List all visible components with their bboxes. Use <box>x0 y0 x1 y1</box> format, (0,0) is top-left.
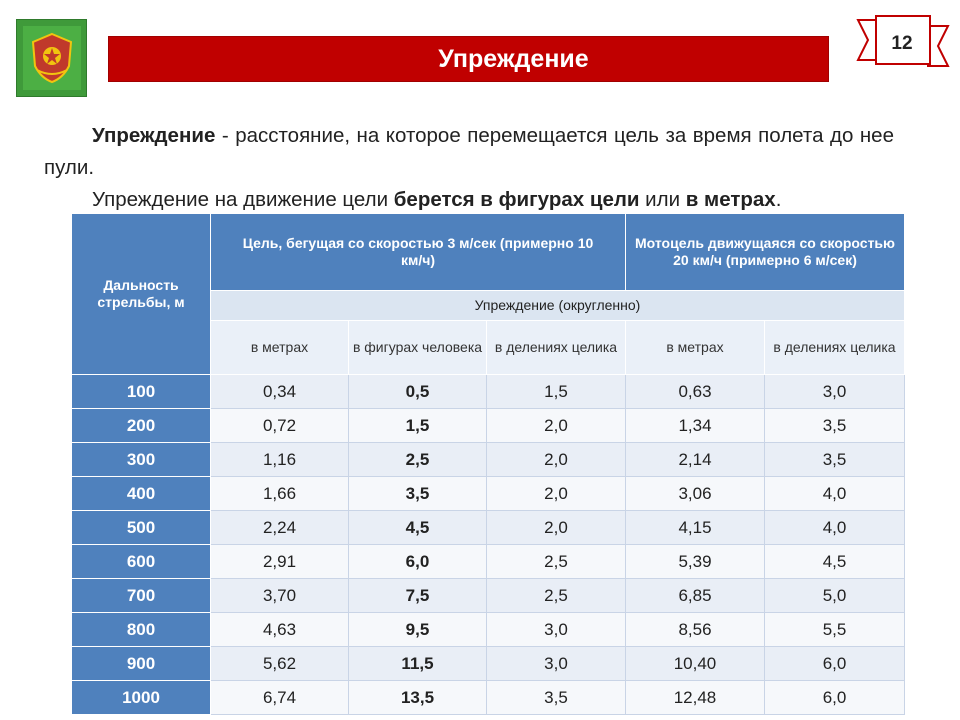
value-cell: 2,0 <box>486 476 626 511</box>
value-cell: 5,5 <box>763 612 906 647</box>
value-cell: 1,5 <box>486 374 626 409</box>
value-cell: 1,66 <box>210 476 349 511</box>
header-distance: Дальность стрельбы, м <box>71 213 211 375</box>
distance-cell: 200 <box>71 408 211 443</box>
value-cell: 4,0 <box>763 476 906 511</box>
value-cell: 3,0 <box>486 646 626 681</box>
slide-title: Упреждение <box>438 44 589 73</box>
value-cell: 1,16 <box>210 442 349 477</box>
value-cell: 3,0 <box>763 374 906 409</box>
figures-cell: 11,5 <box>348 646 487 681</box>
value-cell: 6,0 <box>763 680 906 715</box>
value-cell: 3,5 <box>486 680 626 715</box>
table-row: 200 0,72 1,5 2,0 1,34 3,5 <box>71 408 906 443</box>
distance-cell: 700 <box>71 578 211 613</box>
value-cell: 0,63 <box>625 374 765 409</box>
lead-text-mid: или <box>639 188 686 211</box>
table-row: 300 1,16 2,5 2,0 2,14 3,5 <box>71 442 906 477</box>
distance-cell: 100 <box>71 374 211 409</box>
figures-cell: 1,5 <box>348 408 487 443</box>
table-row: 500 2,24 4,5 2,0 4,15 4,0 <box>71 510 906 545</box>
distance-cell: 600 <box>71 544 211 579</box>
value-cell: 5,62 <box>210 646 349 681</box>
figures-cell: 4,5 <box>348 510 487 545</box>
distance-cell: 900 <box>71 646 211 681</box>
figures-cell: 9,5 <box>348 612 487 647</box>
value-cell: 5,39 <box>625 544 765 579</box>
header-moto-target: Мотоцель движущаяся со скоростью 20 км/ч… <box>624 213 906 291</box>
figures-cell: 6,0 <box>348 544 487 579</box>
value-cell: 6,74 <box>210 680 349 715</box>
value-cell: 4,0 <box>763 510 906 545</box>
table-row: 400 1,66 3,5 2,0 3,06 4,0 <box>71 476 906 511</box>
lead-method-paragraph: Упреждение на движение цели берется в фи… <box>44 184 894 216</box>
lead-text-start: Упреждение на движение цели <box>92 188 394 211</box>
figures-cell: 7,5 <box>348 578 487 613</box>
definition-paragraph: Упреждение - расстояние, на которое пере… <box>44 120 894 184</box>
value-cell: 0,72 <box>210 408 349 443</box>
figures-cell: 2,5 <box>348 442 487 477</box>
value-cell: 2,24 <box>210 510 349 545</box>
value-cell: 10,40 <box>625 646 765 681</box>
value-cell: 0,34 <box>210 374 349 409</box>
subheader-meters: в метрах <box>210 320 349 375</box>
value-cell: 3,5 <box>763 408 906 443</box>
value-cell: 3,06 <box>625 476 765 511</box>
subheader-figures: в фигурах человека <box>348 320 487 375</box>
distance-cell: 400 <box>71 476 211 511</box>
definition-text: - расстояние, на которое перемещается це… <box>44 124 894 179</box>
table-row: 800 4,63 9,5 3,0 8,56 5,5 <box>71 612 906 647</box>
distance-cell: 1000 <box>71 680 211 715</box>
distance-cell: 500 <box>71 510 211 545</box>
value-cell: 2,5 <box>486 544 626 579</box>
value-cell: 2,0 <box>486 442 626 477</box>
page-number: 12 <box>891 33 913 54</box>
subheader-moto-divisions: в делениях целика <box>763 320 906 375</box>
value-cell: 2,14 <box>625 442 765 477</box>
value-cell: 8,56 <box>625 612 765 647</box>
figures-cell: 13,5 <box>348 680 487 715</box>
header-running-target: Цель, бегущая со скоростью 3 м/сек (прим… <box>210 213 626 291</box>
subheader-divisions: в делениях целика <box>486 320 626 375</box>
value-cell: 3,0 <box>486 612 626 647</box>
distance-cell: 800 <box>71 612 211 647</box>
lead-text-end: . <box>775 188 782 211</box>
value-cell: 2,91 <box>210 544 349 579</box>
value-cell: 5,0 <box>763 578 906 613</box>
slide-title-bar: Упреждение <box>108 36 829 82</box>
table-row: 900 5,62 11,5 3,0 10,40 6,0 <box>71 646 906 681</box>
ribbon-badge-icon <box>856 15 950 67</box>
value-cell: 2,0 <box>486 408 626 443</box>
value-cell: 12,48 <box>625 680 765 715</box>
value-cell: 6,85 <box>625 578 765 613</box>
value-cell: 4,15 <box>625 510 765 545</box>
value-cell: 3,5 <box>763 442 906 477</box>
figures-cell: 0,5 <box>348 374 487 409</box>
figures-cell: 3,5 <box>348 476 487 511</box>
term-bold: Упреждение <box>92 124 216 147</box>
table-row: 700 3,70 7,5 2,5 6,85 5,0 <box>71 578 906 613</box>
table-row: 600 2,91 6,0 2,5 5,39 4,5 <box>71 544 906 579</box>
academy-emblem-icon <box>16 19 87 97</box>
subheader-moto-meters: в метрах <box>625 320 765 375</box>
table-row: 100 0,34 0,5 1,5 0,63 3,0 <box>71 374 906 409</box>
value-cell: 1,34 <box>625 408 765 443</box>
value-cell: 3,70 <box>210 578 349 613</box>
header-lead-caption: Упреждение (округленно) <box>209 290 906 321</box>
lead-bold-figures: берется в фигурах цели <box>393 188 640 211</box>
emblem-graphic <box>31 32 72 84</box>
value-cell: 6,0 <box>763 646 906 681</box>
value-cell: 4,63 <box>210 612 349 647</box>
value-cell: 2,5 <box>486 578 626 613</box>
table-row: 1000 6,74 13,5 3,5 12,48 6,0 <box>71 680 906 715</box>
value-cell: 2,0 <box>486 510 626 545</box>
lead-table: Дальность стрельбы, м Цель, бегущая со с… <box>71 213 906 715</box>
distance-cell: 300 <box>71 442 211 477</box>
lead-bold-meters: в метрах <box>685 188 776 211</box>
value-cell: 4,5 <box>763 544 906 579</box>
